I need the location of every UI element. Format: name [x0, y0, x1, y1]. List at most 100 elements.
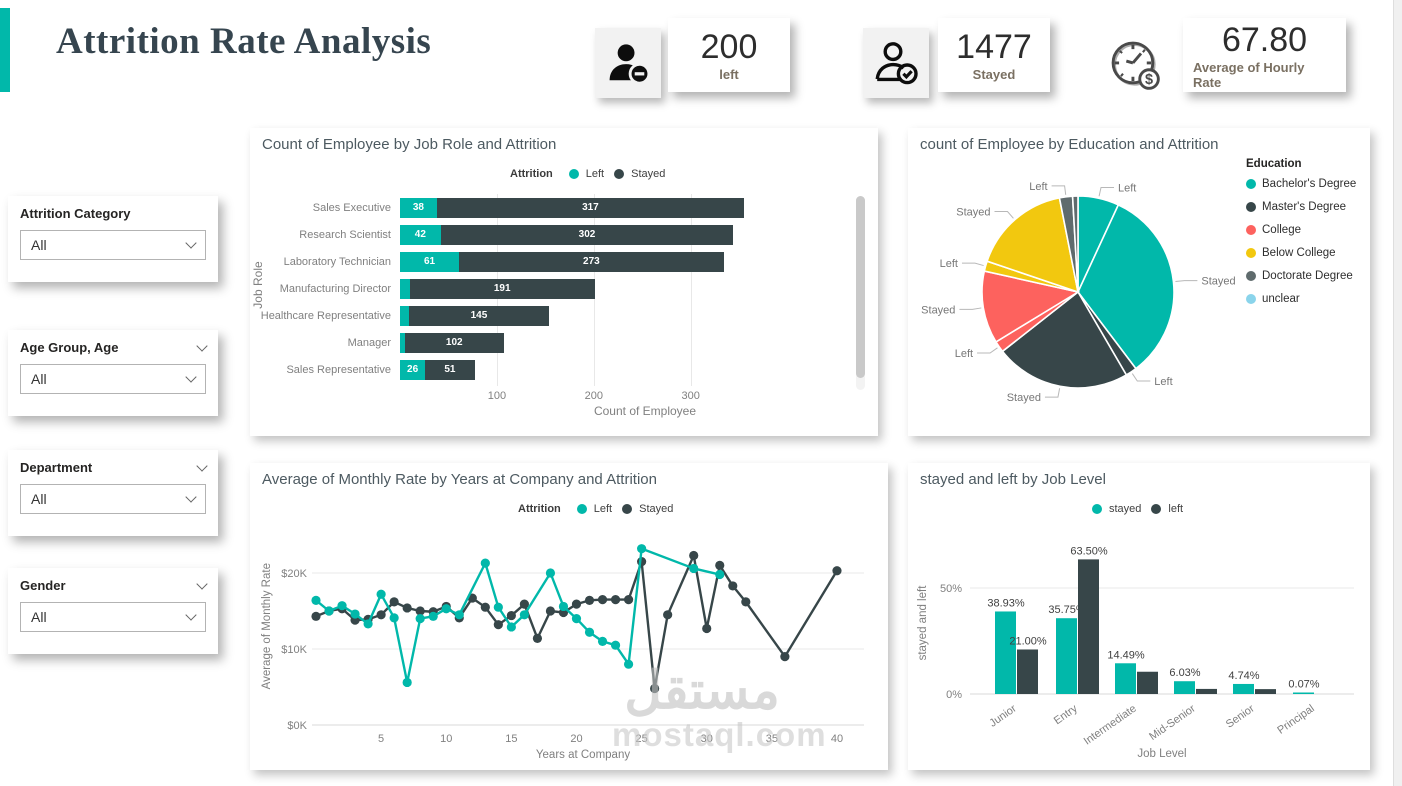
- chevron-down-icon[interactable]: [196, 577, 208, 590]
- pie-slice-master-s-degree-stayed[interactable]: [1001, 290, 1128, 389]
- bar-segment-left[interactable]: [400, 278, 410, 299]
- chevron-down-icon[interactable]: [196, 459, 208, 472]
- data-point-left[interactable]: [415, 614, 425, 624]
- data-point-left[interactable]: [324, 606, 334, 616]
- data-point-stayed[interactable]: [493, 620, 503, 630]
- column-left-junior[interactable]: [1017, 649, 1038, 694]
- data-point-stayed[interactable]: [728, 581, 738, 591]
- data-point-stayed[interactable]: [545, 606, 556, 616]
- data-point-stayed[interactable]: [532, 633, 543, 643]
- data-point-left[interactable]: [376, 589, 386, 599]
- chevron-down-icon[interactable]: [196, 339, 208, 352]
- data-point-left[interactable]: [493, 602, 503, 612]
- column-left-senior[interactable]: [1255, 689, 1276, 694]
- data-point-stayed[interactable]: [389, 597, 399, 607]
- data-point-left[interactable]: [610, 640, 621, 650]
- bar-segment-left[interactable]: 61: [400, 251, 460, 272]
- data-point-stayed[interactable]: [506, 610, 516, 621]
- data-point-stayed[interactable]: [702, 623, 712, 634]
- legend-item[interactable]: College: [1246, 224, 1356, 236]
- legend-item[interactable]: Master's Degree: [1246, 201, 1356, 213]
- kpi-stayed-value: 1477: [956, 28, 1032, 66]
- legend-item[interactable]: unclear: [1246, 293, 1356, 305]
- pie-slice-college-stayed[interactable]: [981, 270, 1081, 344]
- data-point-stayed[interactable]: [715, 560, 725, 570]
- data-point-left[interactable]: [389, 613, 399, 623]
- data-point-left[interactable]: [689, 563, 699, 574]
- bar-segment-stayed[interactable]: 273: [459, 251, 724, 272]
- data-point-left[interactable]: [363, 619, 373, 629]
- column-left-entry[interactable]: [1078, 559, 1099, 694]
- column-stayed-principal[interactable]: [1293, 692, 1314, 695]
- scrollbar-track[interactable]: [856, 196, 865, 390]
- data-point-stayed[interactable]: [610, 595, 621, 605]
- column-stayed-junior[interactable]: [995, 611, 1016, 694]
- legend-item[interactable]: Below College: [1246, 247, 1356, 259]
- data-point-stayed[interactable]: [402, 603, 412, 613]
- data-point-stayed[interactable]: [832, 566, 842, 576]
- pie-slice-doctorate-degree-stayed[interactable]: [1071, 195, 1079, 293]
- data-point-stayed[interactable]: [376, 610, 386, 620]
- data-point-left[interactable]: [402, 677, 412, 688]
- column-stayed-senior[interactable]: [1233, 683, 1254, 694]
- data-point-left[interactable]: [506, 622, 516, 632]
- data-point-stayed[interactable]: [780, 652, 790, 662]
- label-leader-line: [994, 211, 1014, 219]
- data-point-left[interactable]: [350, 609, 360, 619]
- legend-item[interactable]: Bachelor's Degree: [1246, 178, 1356, 190]
- data-point-left[interactable]: [441, 604, 451, 614]
- bar-segment-stayed[interactable]: 317: [436, 197, 744, 218]
- data-point-stayed[interactable]: [663, 610, 673, 620]
- bar-segment-left[interactable]: 26: [400, 359, 426, 380]
- bar-segment-stayed[interactable]: 302: [440, 224, 734, 245]
- bar-segment-left[interactable]: 38: [400, 197, 437, 218]
- gender-dropdown[interactable]: All: [20, 602, 206, 632]
- data-point-left[interactable]: [715, 569, 725, 580]
- data-point-left[interactable]: [623, 659, 634, 669]
- bar-track: 102: [400, 332, 870, 353]
- data-point-stayed[interactable]: [480, 602, 490, 612]
- column-stayed-entry[interactable]: [1056, 618, 1077, 694]
- bar-segment-stayed[interactable]: 102: [404, 332, 504, 353]
- data-point-left[interactable]: [545, 568, 556, 578]
- data-point-left[interactable]: [311, 595, 321, 605]
- data-point-left[interactable]: [584, 627, 595, 637]
- column-left-intermediate[interactable]: [1137, 671, 1158, 694]
- data-point-stayed[interactable]: [597, 595, 608, 605]
- column-stayed-mid-senior[interactable]: [1174, 681, 1195, 694]
- data-point-stayed[interactable]: [689, 550, 699, 561]
- data-point-left[interactable]: [454, 610, 464, 620]
- bar-segment-stayed[interactable]: 145: [408, 305, 550, 326]
- age-group-dropdown[interactable]: All: [20, 364, 206, 394]
- y-tick-label: $10K: [281, 644, 307, 656]
- attrition-category-dropdown[interactable]: All: [20, 230, 206, 260]
- data-point-stayed[interactable]: [311, 611, 321, 621]
- pie-slice-below-college-stayed[interactable]: [986, 196, 1080, 294]
- data-point-left[interactable]: [637, 544, 647, 554]
- data-point-left[interactable]: [597, 636, 608, 646]
- data-point-left[interactable]: [519, 610, 529, 620]
- data-point-stayed[interactable]: [741, 597, 751, 607]
- bar-segment-left[interactable]: 42: [400, 224, 441, 245]
- bar-segment-stayed[interactable]: 51: [425, 359, 475, 380]
- bar-segment-left[interactable]: [400, 332, 405, 353]
- data-point-stayed[interactable]: [571, 599, 582, 609]
- data-point-stayed[interactable]: [584, 595, 595, 605]
- data-point-left[interactable]: [428, 611, 438, 621]
- legend-item[interactable]: Doctorate Degree: [1246, 270, 1356, 282]
- column-left-mid-senior[interactable]: [1196, 688, 1217, 694]
- data-point-stayed[interactable]: [415, 606, 425, 616]
- data-point-left[interactable]: [480, 558, 490, 568]
- scrollbar-thumb[interactable]: [856, 196, 865, 378]
- pie-slice-bachelor-s-degree-stayed[interactable]: [1077, 203, 1175, 370]
- data-point-stayed[interactable]: [623, 595, 634, 605]
- data-point-left[interactable]: [571, 614, 582, 624]
- data-point-left[interactable]: [558, 601, 569, 612]
- data-point-stayed[interactable]: [519, 599, 529, 609]
- bar-segment-left[interactable]: [400, 305, 409, 326]
- column-stayed-intermediate[interactable]: [1115, 663, 1136, 694]
- data-point-stayed[interactable]: [650, 683, 660, 694]
- data-point-left[interactable]: [337, 601, 347, 611]
- bar-segment-stayed[interactable]: 191: [409, 278, 595, 299]
- department-dropdown[interactable]: All: [20, 484, 206, 514]
